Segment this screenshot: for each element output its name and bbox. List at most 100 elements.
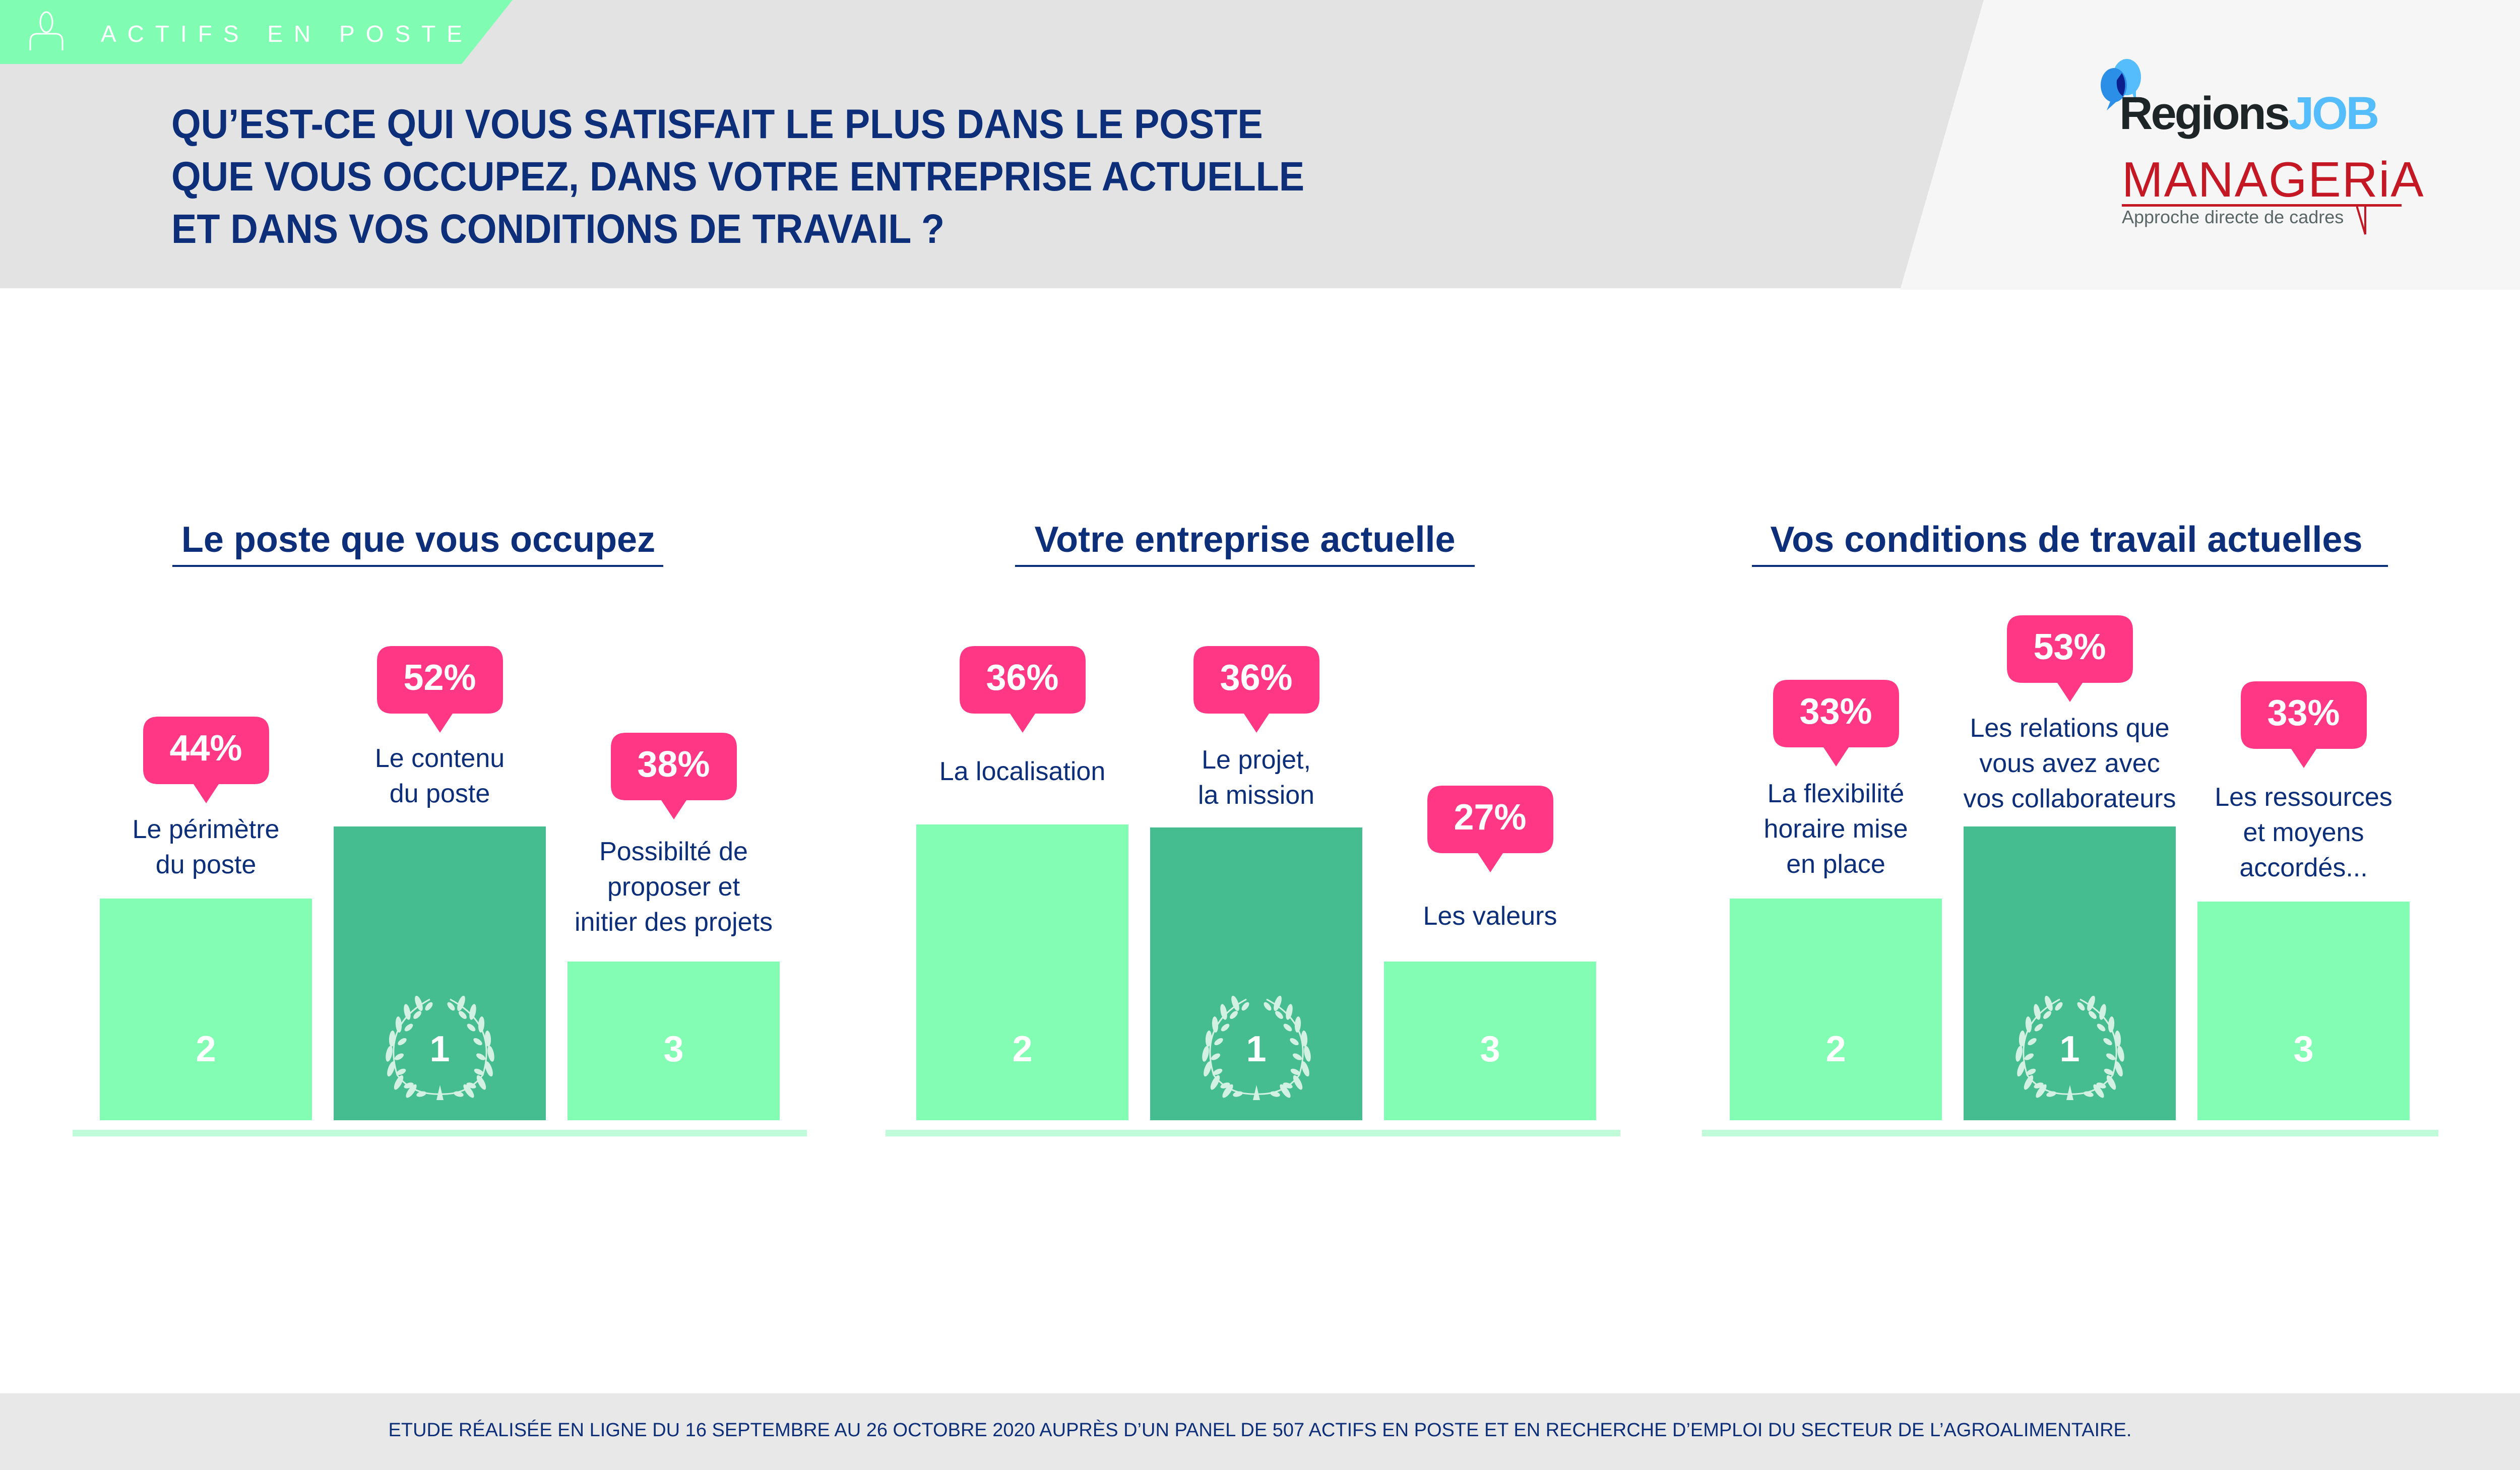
- percent-bubble: 36%: [1193, 646, 1319, 733]
- speech-bubble-shape: [2240, 681, 2367, 768]
- percent-value: 44%: [169, 728, 242, 769]
- bar-label-line: Possibilté de: [599, 837, 748, 866]
- section-heading: Le poste que vous occupez: [181, 520, 656, 560]
- percent-value: 52%: [403, 658, 476, 698]
- title-line: QU’EST-CE QUI VOUS SATISFAIT LE PLUS DAN…: [171, 101, 1263, 147]
- speech-bubble-shape: [959, 646, 1086, 733]
- percent-value: 36%: [1220, 658, 1293, 698]
- bar-label-line: Les relations que: [1970, 714, 2170, 743]
- percent-bubble: 52%: [376, 646, 503, 733]
- bar-label: Les ressources et moyens accordés...: [2215, 780, 2392, 885]
- percent-bubble: 33%: [1773, 680, 1899, 766]
- bar-label-line: La localisation: [939, 757, 1106, 786]
- bar-label: Le projet, la mission: [1198, 742, 1314, 813]
- percent-value: 33%: [1799, 691, 1872, 732]
- percent-value: 33%: [2267, 693, 2340, 733]
- podium-bar: 2: [916, 824, 1128, 1120]
- section-underline: [1752, 565, 2388, 567]
- manageria-wordmark: MANAGERiA: [2122, 152, 2425, 207]
- bar-label-line: du poste: [155, 850, 257, 879]
- bar-label-line: Les valeurs: [1423, 902, 1557, 931]
- bar-label-line: Le périmètre: [132, 815, 280, 844]
- bar-label-line: initier des projets: [574, 908, 773, 937]
- bar-label-line: et moyens: [2243, 818, 2364, 847]
- section-heading: Votre entreprise actuelle: [1034, 520, 1456, 560]
- rank-number: 3: [1480, 1029, 1500, 1069]
- podium-baseline: [886, 1130, 1620, 1136]
- checkmark-icon: [2356, 204, 2366, 235]
- bar-label-line: vos collaborateurs: [1963, 784, 2176, 813]
- bar-label-line: Le contenu: [374, 744, 505, 773]
- bar-label-line: du poste: [389, 779, 490, 808]
- bar-label-line: Le projet,: [1202, 745, 1311, 775]
- podium-bar: 3: [2197, 902, 2410, 1120]
- footer: ETUDE RÉALISÉE EN LIGNE DU 16 SEPTEMBRE …: [0, 1393, 2520, 1470]
- title-line: QUE VOUS OCCUPEZ, DANS VOTRE ENTREPRISE …: [171, 154, 1305, 200]
- section-underline: [1015, 565, 1475, 567]
- percent-bubble: 36%: [959, 646, 1086, 733]
- speech-bubble-shape: [1773, 680, 1899, 766]
- percent-bubble: 53%: [2006, 615, 2133, 702]
- percent-value: 38%: [637, 744, 710, 785]
- percent-value: 27%: [1454, 797, 1527, 838]
- podium-bar: 1: [334, 826, 546, 1120]
- section-heading: Vos conditions de travail actuelles: [1770, 520, 2363, 560]
- bar-label: Possibilté de proposer et initier des proj…: [575, 834, 773, 940]
- manageria-tagline: Approche directe de cadres: [2122, 207, 2344, 227]
- podium-bar: 1: [1964, 826, 2176, 1120]
- laurel-wreath-icon: [1202, 995, 1311, 1100]
- speech-bubble-shape: [1193, 646, 1319, 733]
- bar-label: La flexibilité horaire mise en place: [1763, 776, 1908, 882]
- bar-label-line: La flexibilité: [1767, 779, 1905, 808]
- rank-number: 2: [196, 1029, 216, 1069]
- bar-label-line: en place: [1786, 850, 1885, 879]
- regionsjob-logo: RegionsJOB: [2092, 58, 2404, 144]
- laurel-wreath-icon: [385, 995, 494, 1100]
- bar-label: Les valeurs: [1423, 899, 1557, 934]
- rank-number: 2: [1825, 1029, 1846, 1069]
- laurel-wreath-icon: [2015, 995, 2124, 1100]
- manageria-logo: MANAGERiA Approche directe de cadres: [2117, 151, 2424, 235]
- manageria-rule: [2122, 204, 2402, 207]
- podium-baseline: [73, 1130, 807, 1136]
- rank-number: 3: [2293, 1029, 2314, 1069]
- percent-bubble: 33%: [2240, 681, 2367, 768]
- rank-number: 1: [2059, 1029, 2080, 1069]
- bar-label: Les relations que vous avez avec vos colla…: [1964, 711, 2176, 816]
- bar-label-line: accordés...: [2239, 853, 2368, 882]
- podium-baseline: [1702, 1130, 2438, 1136]
- percent-value: 53%: [2033, 627, 2106, 667]
- speech-bubble-shape: [1427, 786, 1553, 872]
- podium-bar: 1: [1150, 827, 1362, 1120]
- bar-label-line: horaire mise: [1763, 814, 1908, 844]
- rank-number: 1: [429, 1029, 450, 1069]
- percent-bubble: 44%: [143, 717, 269, 803]
- speech-bubble-shape: [610, 733, 737, 819]
- speech-bubbles-icon: [2101, 59, 2141, 110]
- category-banner: ACTIFS EN POSTE: [0, 0, 513, 64]
- person-icon: [29, 11, 64, 50]
- bar-label: Le périmètre du poste: [133, 812, 280, 882]
- regionsjob-wordmark: RegionsJOB: [2119, 88, 2379, 139]
- percent-value: 36%: [986, 658, 1059, 698]
- speech-bubble-shape: [376, 646, 503, 733]
- section-underline: [172, 565, 663, 567]
- bar-label: La localisation: [939, 754, 1106, 789]
- page-title: QU’EST-CE QUI VOUS SATISFAIT LE PLUS DAN…: [171, 98, 1304, 255]
- banner-label: ACTIFS EN POSTE: [101, 21, 473, 47]
- bar-label: Le contenu du poste: [375, 741, 505, 811]
- bar-label-line: vous avez avec: [1979, 749, 2160, 778]
- podium-bar: 2: [1730, 899, 1942, 1120]
- percent-bubble: 27%: [1427, 786, 1553, 872]
- speech-bubble-shape: [2006, 615, 2133, 702]
- logo-panel: [1900, 0, 2520, 290]
- bar-label-line: proposer et: [607, 872, 740, 902]
- podium-bar: 3: [568, 962, 780, 1120]
- rank-number: 1: [1246, 1029, 1267, 1069]
- podium-bar: 3: [1384, 962, 1596, 1120]
- percent-bubble: 38%: [610, 733, 737, 819]
- rank-number: 2: [1012, 1029, 1033, 1069]
- podium-bar: 2: [100, 899, 312, 1120]
- title-line: ET DANS VOS CONDITIONS DE TRAVAIL ?: [171, 206, 945, 252]
- bar-label-line: la mission: [1198, 781, 1315, 810]
